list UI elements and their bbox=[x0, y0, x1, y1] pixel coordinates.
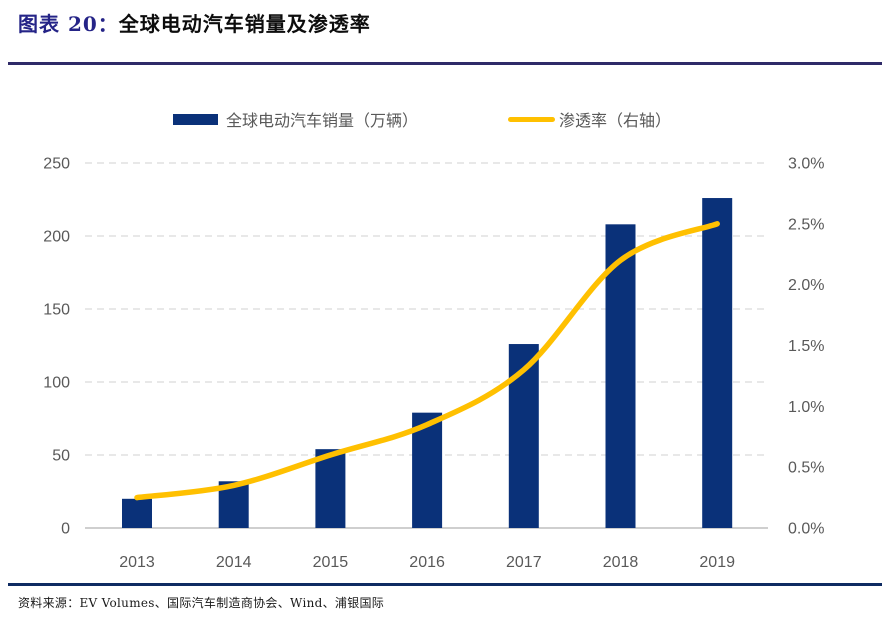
y-axis-label-right: 1.0% bbox=[788, 399, 824, 416]
y-axis-label-right: 1.5% bbox=[788, 338, 824, 355]
bar-series-swatch-icon bbox=[173, 113, 218, 125]
legend-label-sales: 全球电动汽车销量（万辆） bbox=[226, 111, 419, 130]
bar-2016 bbox=[412, 412, 443, 528]
x-axis-label: 2013 bbox=[119, 554, 155, 571]
bar-2015 bbox=[315, 449, 346, 528]
y-axis-label-right: 0.0% bbox=[788, 521, 824, 538]
line-series-swatch-icon bbox=[508, 116, 555, 122]
y-axis-label-left: 0 bbox=[61, 521, 70, 538]
chart-number-label: 图表 20： bbox=[18, 12, 119, 36]
y-axis-label-left: 200 bbox=[43, 229, 70, 246]
x-axis-label: 2017 bbox=[506, 554, 542, 571]
x-axis-label: 2016 bbox=[409, 554, 445, 571]
y-axis-label-right: 2.0% bbox=[788, 277, 824, 294]
legend-label-penetration: 渗透率（右轴） bbox=[559, 111, 672, 130]
y-axis-label-right: 0.5% bbox=[788, 460, 824, 477]
y-axis-label-left: 100 bbox=[43, 375, 70, 392]
legend-item-sales: 全球电动汽车销量（万辆） bbox=[173, 106, 418, 132]
bar-2013 bbox=[122, 498, 152, 528]
x-axis-label: 2018 bbox=[603, 554, 639, 571]
page-title: 全球电动汽车销量及渗透率 bbox=[118, 12, 371, 36]
y-axis-label-right: 2.5% bbox=[788, 216, 824, 233]
x-axis-label: 2015 bbox=[313, 554, 349, 571]
y-axis-label-left: 250 bbox=[43, 156, 70, 173]
penetration-line bbox=[134, 221, 720, 501]
legend-item-penetration: 渗透率（右轴） bbox=[508, 106, 671, 132]
y-axis-label-left: 150 bbox=[43, 302, 70, 319]
y-axis-label-right: 3.0% bbox=[788, 156, 824, 173]
y-axis-label-left: 50 bbox=[52, 448, 70, 465]
bar-2018 bbox=[605, 224, 636, 528]
bar-2019 bbox=[702, 198, 733, 528]
chart-header: 图表 20：全球电动汽车销量及渗透率 bbox=[18, 8, 371, 37]
x-axis-label: 2014 bbox=[216, 554, 252, 571]
x-axis-label: 2019 bbox=[699, 554, 735, 571]
header-divider bbox=[8, 62, 882, 65]
source-note: 资料来源：EV Volumes、国际汽车制造商协会、Wind、浦银国际 bbox=[18, 596, 385, 610]
footer-divider bbox=[8, 583, 882, 586]
combo-chart: 0 50 100 150 200 250 0.0% 0.5% 1.0% 1.5% 2.0% 2.5% 3… bbox=[43, 156, 824, 572]
